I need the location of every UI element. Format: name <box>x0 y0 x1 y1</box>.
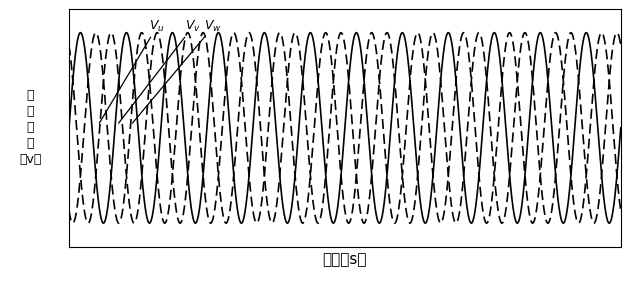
Text: $\mathit{V}_u$: $\mathit{V}_u$ <box>99 19 165 123</box>
Text: 感
应
电
压
（v）: 感 应 电 压 （v） <box>19 89 41 166</box>
X-axis label: 时间（s）: 时间（s） <box>323 253 367 268</box>
Text: $\mathit{V}_v$: $\mathit{V}_v$ <box>119 19 201 123</box>
Text: $\mathit{V}_w$: $\mathit{V}_w$ <box>132 19 222 123</box>
